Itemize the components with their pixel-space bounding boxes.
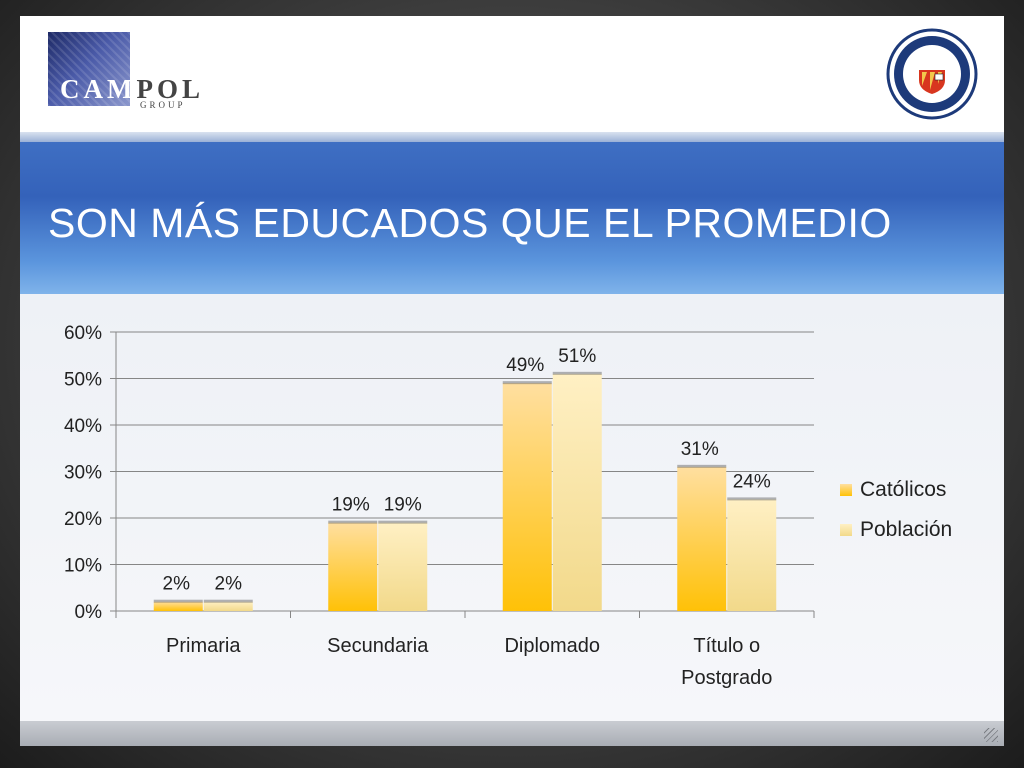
data-label-poblacion: 19% <box>384 495 422 516</box>
pedro-arrupe-seal-icon <box>886 28 978 120</box>
bar-top-shadow <box>677 464 727 468</box>
chart-legend: Católicos Población <box>840 470 952 550</box>
y-tick-label: 20% <box>64 509 102 530</box>
data-label-poblacion: 24% <box>733 471 771 492</box>
data-label-catolicos: 19% <box>332 495 370 516</box>
x-tick-label: Título o <box>693 635 760 657</box>
legend-label-poblacion: Población <box>860 518 953 541</box>
legend-item-catolicos: Católicos <box>840 470 952 510</box>
y-tick-label: 60% <box>64 323 102 344</box>
slide-footer <box>20 721 1004 746</box>
y-tick-label: 0% <box>75 602 103 623</box>
y-tick-label: 30% <box>64 463 102 484</box>
y-tick-label: 50% <box>64 370 102 391</box>
data-labels: 2% 2% 19% 19% 49% 51% 31% 24% <box>163 346 771 595</box>
bar-poblacion <box>378 522 428 611</box>
bar-top-shadow <box>203 599 253 603</box>
title-band <box>20 132 1004 294</box>
bar-top-shadow <box>153 599 203 603</box>
bar-catolicos <box>677 466 727 611</box>
slide: CAMPOL GROUP SON MÁS EDUCADOS QUE EL PRO… <box>20 16 1004 746</box>
bar-top-shadow <box>727 497 777 501</box>
y-tick-label: 10% <box>64 556 102 577</box>
data-label-poblacion: 2% <box>215 574 243 595</box>
y-tick-label: 40% <box>64 416 102 437</box>
x-tick-label: Diplomado <box>504 635 600 657</box>
bar-poblacion <box>552 373 602 611</box>
bar-catolicos <box>153 601 203 611</box>
bar-top-shadow <box>328 520 378 524</box>
bar-catolicos <box>502 383 552 611</box>
legend-swatch-poblacion <box>840 524 852 536</box>
chart-bars <box>153 371 777 611</box>
bar-top-shadow <box>378 520 428 524</box>
x-tick-label: Secundaria <box>327 635 429 657</box>
x-tick-label: Primaria <box>166 635 241 657</box>
data-label-catolicos: 31% <box>681 439 719 460</box>
bar-poblacion <box>203 601 253 611</box>
x-axis-ticks: Primaria Secundaria Diplomado Título o Postg… <box>166 635 772 689</box>
data-label-catolicos: 49% <box>506 355 544 376</box>
campol-logo-icon <box>48 32 130 106</box>
slide-title: SON MÁS EDUCADOS QUE EL PROMEDIO <box>48 200 892 246</box>
x-tick-label: Postgrado <box>681 667 772 689</box>
bar-top-shadow <box>502 381 552 385</box>
legend-item-poblacion: Población <box>840 510 952 550</box>
bar-top-shadow <box>552 371 602 375</box>
bar-catolicos <box>328 522 378 611</box>
legend-label-catolicos: Católicos <box>860 478 947 501</box>
campol-logo-group: GROUP <box>140 100 186 110</box>
logo-bar: CAMPOL GROUP <box>20 16 1004 132</box>
legend-swatch-catolicos <box>840 484 852 496</box>
y-axis-ticks: 0% 10% 20% 30% 40% 50% 60% <box>64 323 102 623</box>
bar-poblacion <box>727 499 777 611</box>
campol-logo-word: CAMPOL <box>60 74 204 104</box>
data-label-poblacion: 51% <box>558 346 596 367</box>
data-label-catolicos: 2% <box>163 574 191 595</box>
resize-grip-icon[interactable] <box>984 728 998 742</box>
